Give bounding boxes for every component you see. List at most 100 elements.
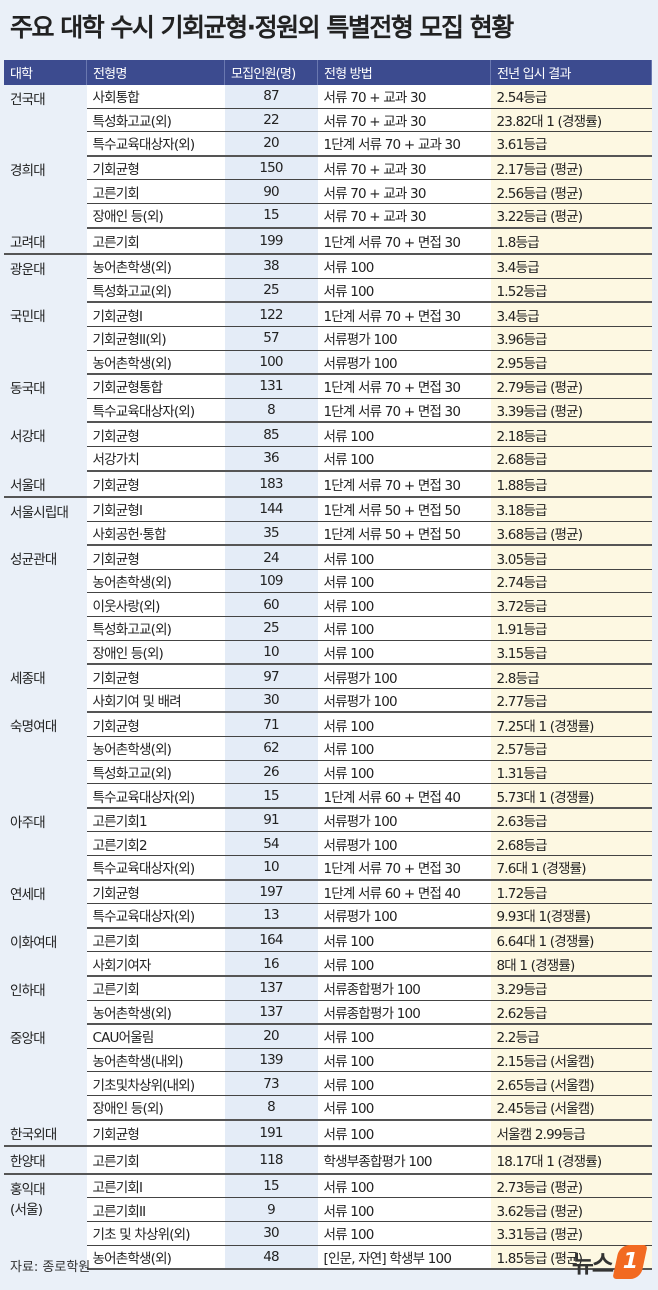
table-row: 특수교육대상자(외) 10 1단계 서류 70 + 면접 30 7.6대 1 (경쟁률… (4, 855, 652, 881)
table-row: 기회균형II(외) 57 서류평가 100 3.96등급 (4, 326, 652, 351)
table-row: 숙명여대 기회균형 71 서류 100 7.25대 1 (경쟁률) (4, 712, 652, 808)
table-row: 특성화고교(외) 25 서류 100 1.91등급 (4, 616, 652, 641)
table-row: 고른기회2 54 서류평가 100 2.68등급 (4, 831, 652, 856)
table-row: 농어촌학생(내외) 139 서류 100 2.15등급 (서울캠) (4, 1048, 652, 1073)
university-name: 광운대 (4, 254, 87, 303)
col-university: 대학 (4, 60, 87, 85)
selection-method: 서류 100 (317, 1095, 491, 1121)
table-row: 고른기회II 9 서류 100 3.62등급 (평균) (4, 1197, 652, 1222)
prev-result: 2.63등급 (490, 807, 652, 833)
prev-result: 3.61등급 (490, 131, 652, 157)
prev-result: 2.65등급 (서울캠) (490, 1071, 652, 1096)
table-row: 성균관대 기회균형 24 서류 100 3.05등급 (4, 545, 652, 665)
selection-method: 서류 100 (317, 592, 491, 618)
table-row: 특성화고교(외) 26 서류 100 1.31등급 (4, 760, 652, 785)
table-row: 광운대 농어촌학생(외) 38 서류 100 3.4등급 (4, 254, 652, 303)
table-row: 특수교육대상자(외) 15 1단계 서류 60 + 면접 40 5.73대 1 (경쟁… (4, 783, 652, 809)
university-name: 성균관대 (4, 545, 87, 665)
selection-method: 서류 100 (317, 951, 491, 977)
prev-result: 1.8등급 (490, 227, 652, 256)
prev-result: 5.73대 1 (경쟁률) (490, 783, 652, 809)
table-row: 인하대 고른기회 137 서류종합평가 100 3.29등급 (4, 975, 652, 1025)
track-name: 농어촌학생(외) (86, 254, 225, 279)
track-name: 사회공헌·통합 (86, 521, 225, 547)
track-name: 고른기회 (86, 927, 225, 953)
prev-result: 6.64대 1 (경쟁률) (490, 927, 652, 953)
table-row: 고려대 고른기회 199 1단계 서류 70 + 면접 30 1.8등급 (4, 227, 652, 256)
selection-method: 서류 70 + 교과 30 (317, 155, 491, 181)
recruit-count: 8 (224, 1095, 318, 1121)
prev-result: 2.68등급 (490, 831, 652, 856)
table-row: 장애인 등(외) 15 서류 70 + 교과 30 3.22등급 (평균) (4, 203, 652, 229)
col-track: 전형명 (86, 60, 225, 85)
recruit-count: 91 (224, 807, 318, 833)
track-name: 기회균형 (86, 545, 225, 570)
track-name: 고른기회I (86, 1173, 225, 1199)
table-row: 세종대 기회균형 97 서류평가 100 2.8등급 (4, 664, 652, 713)
track-name: 특성화고교(외) (86, 108, 225, 133)
prev-result: 1.72등급 (490, 879, 652, 905)
table-row: 연세대 기회균형 197 1단계 서류 60 + 면접 40 1.72등급 (4, 879, 652, 928)
track-name: 특수교육대상자(외) (86, 398, 225, 424)
page-title: 주요 대학 수시 기회균형·정원외 특별전형 모집 현황 (10, 13, 514, 42)
university-name: 홍익대 (서울) (4, 1173, 87, 1270)
recruit-count: 109 (224, 569, 318, 594)
selection-method: 서류 100 (317, 1221, 491, 1246)
col-count: 모집인원(명) (224, 60, 318, 85)
track-name: 특수교육대상자(외) (86, 903, 225, 929)
selection-method: 서류 100 (317, 1048, 491, 1073)
table-row: 서울시립대 기회균형I 144 1단계 서류 50 + 면접 50 3.18등급 (4, 497, 652, 546)
track-name: 장애인 등(외) (86, 1095, 225, 1121)
recruit-count: 139 (224, 1048, 318, 1073)
prev-result: 서울캠 2.99등급 (490, 1119, 652, 1148)
recruit-count: 191 (224, 1119, 318, 1148)
prev-result: 3.39등급 (평균) (490, 398, 652, 424)
university-name: 한양대 (4, 1146, 87, 1175)
prev-result: 2.15등급 (서울캠) (490, 1048, 652, 1073)
prev-result: 2.45등급 (서울캠) (490, 1095, 652, 1121)
news1-logo: 뉴스 1 (572, 1244, 648, 1279)
prev-result: 2.57등급 (490, 736, 652, 761)
source-note: 자료: 종로학원 (10, 1260, 91, 1275)
prev-result: 3.05등급 (490, 545, 652, 570)
recruit-count: 150 (224, 155, 318, 181)
selection-method: 서류 100 (317, 927, 491, 953)
track-name: 고른기회 (86, 179, 225, 204)
table-row: 사회기여 및 배려 30 서류평가 100 2.77등급 (4, 688, 652, 714)
recruit-count: 100 (224, 350, 318, 376)
track-name: 고른기회 (86, 227, 225, 256)
prev-result: 3.4등급 (490, 254, 652, 279)
selection-method: 서류 100 (317, 1197, 491, 1222)
prev-result: 1.88등급 (490, 470, 652, 499)
university-name: 한국외대 (4, 1119, 87, 1148)
track-name: 고른기회 (86, 1146, 225, 1175)
university-name: 세종대 (4, 664, 87, 713)
table-row: 이웃사랑(외) 60 서류 100 3.72등급 (4, 592, 652, 618)
prev-result: 3.62등급 (평균) (490, 1197, 652, 1222)
recruit-count: 54 (224, 831, 318, 856)
track-name: 사회기여 및 배려 (86, 688, 225, 714)
track-name: 특수교육대상자(외) (86, 131, 225, 157)
prev-result: 2.95등급 (490, 350, 652, 376)
university-name: 인하대 (4, 975, 87, 1025)
prev-result: 2.8등급 (490, 664, 652, 689)
selection-method: 서류 100 (317, 640, 491, 666)
recruit-count: 20 (224, 131, 318, 157)
table-row: 건국대 사회통합 87 서류 70 + 교과 30 2.54등급 (4, 85, 652, 156)
recruit-count: 26 (224, 760, 318, 785)
track-name: 고른기회II (86, 1197, 225, 1222)
selection-method: [인문, 자연] 학생부 100 (317, 1245, 491, 1271)
recruit-count: 164 (224, 927, 318, 953)
table-row: 서강대 기회균형 85 서류 100 2.18등급 (4, 422, 652, 471)
table-row: 서강가치 36 서류 100 2.68등급 (4, 446, 652, 472)
university-name: 동국대 (4, 374, 87, 423)
track-name: 이웃사랑(외) (86, 592, 225, 618)
track-name: 기회균형통합 (86, 374, 225, 399)
recruit-count: 122 (224, 302, 318, 327)
recruit-count: 62 (224, 736, 318, 761)
track-name: CAU어울림 (86, 1024, 225, 1049)
col-method: 전형 방법 (317, 60, 491, 85)
recruit-count: 15 (224, 203, 318, 229)
selection-method: 서류평가 100 (317, 903, 491, 929)
recruit-count: 25 (224, 616, 318, 641)
